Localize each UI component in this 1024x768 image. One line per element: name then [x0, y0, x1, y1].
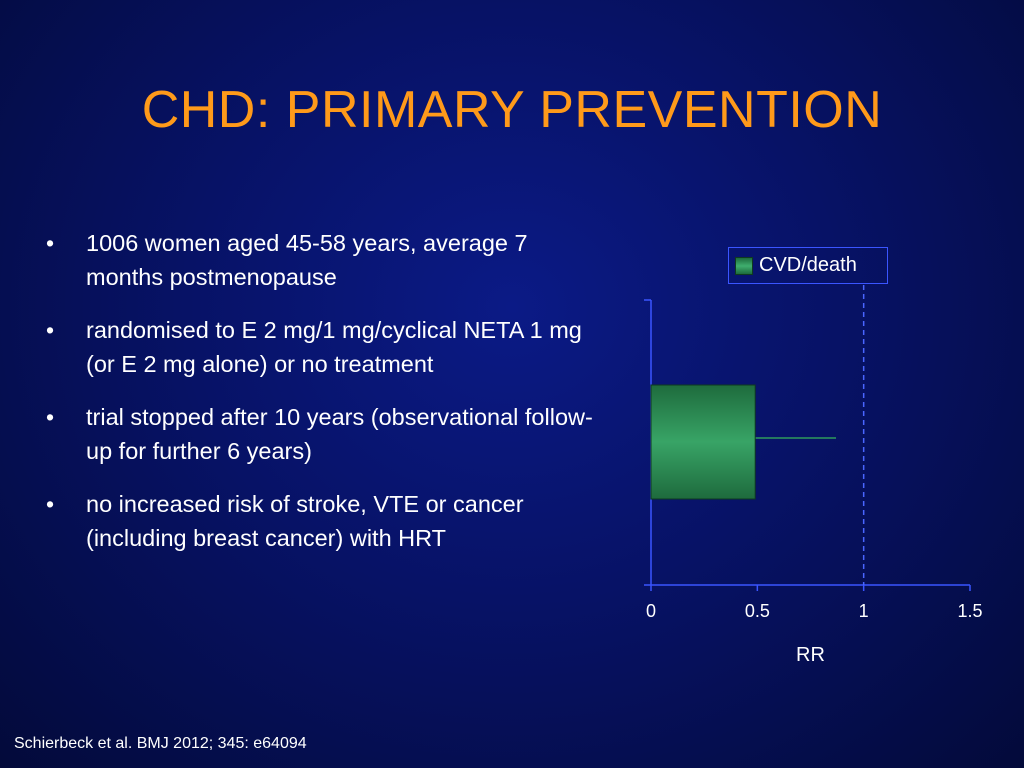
bullet-text: no increased risk of stroke, VTE or canc… [86, 491, 524, 551]
bullet-text: trial stopped after 10 years (observatio… [86, 404, 593, 464]
bullet-item: • randomised to E 2 mg/1 mg/cyclical NETA… [44, 313, 609, 381]
bullet-text: 1006 women aged 45-58 years, average 7 m… [86, 230, 528, 290]
x-tick-label: 1.5 [957, 601, 982, 621]
bullet-dot: • [46, 317, 55, 343]
x-axis-label: RR [796, 644, 825, 666]
x-tick-label: 0.5 [745, 601, 770, 621]
bullet-dot: • [46, 404, 55, 430]
citation-footnote: Schierbeck et al. BMJ 2012; 345: e64094 [14, 735, 307, 752]
legend-swatch [735, 256, 753, 275]
chart-legend: CVD/death [728, 247, 888, 284]
x-tick-label: 1 [859, 601, 869, 621]
bullet-item: • trial stopped after 10 years (observati… [44, 400, 609, 468]
bullet-list: • 1006 women aged 45-58 years, average 7 … [44, 226, 609, 574]
bullet-dot: • [46, 230, 55, 256]
bullet-text: randomised to E 2 mg/1 mg/cyclical NETA … [86, 317, 582, 377]
legend-label: CVD/death [759, 254, 857, 276]
bullet-item: • no increased risk of stroke, VTE or can… [44, 487, 609, 555]
bar-cvd-death [650, 384, 756, 500]
bullet-dot: • [46, 491, 55, 517]
rr-bar-chart: 0 0.5 1 1.5 RR [644, 285, 983, 666]
slide-title: CHD: PRIMARY PREVENTION [141, 81, 883, 139]
bullet-item: • 1006 women aged 45-58 years, average 7 … [44, 226, 609, 294]
x-tick-label: 0 [646, 601, 656, 621]
